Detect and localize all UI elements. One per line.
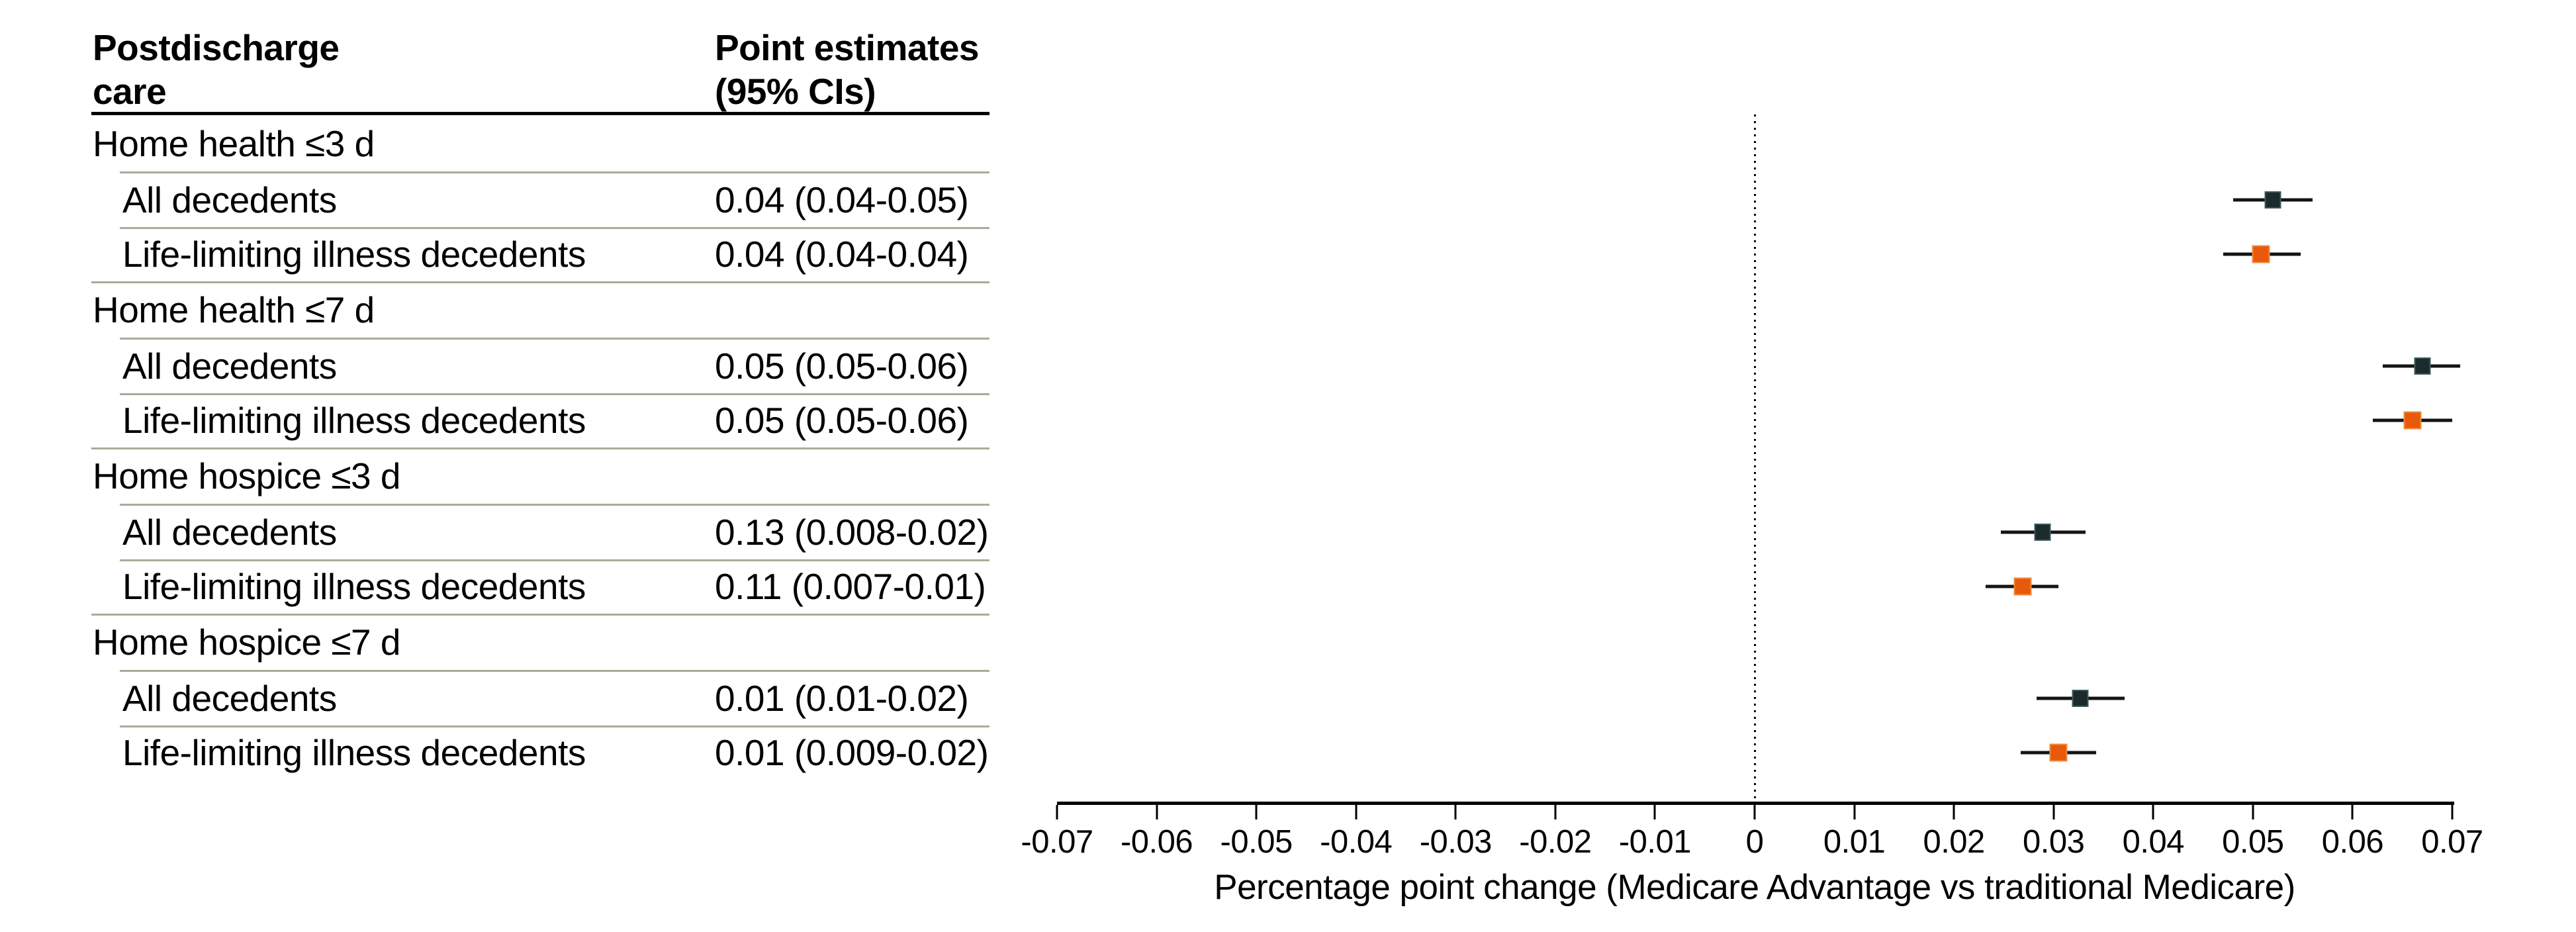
table-col1-header-line2: care <box>93 70 167 112</box>
row-estimate-value: 0.05 (0.05-0.06) <box>715 399 969 441</box>
row-label: All decedents <box>122 345 337 387</box>
x-axis-line <box>1057 802 2454 805</box>
x-axis-tick <box>2152 805 2154 819</box>
section-label: Home hospice ≤3 d <box>93 455 401 496</box>
section-divider <box>91 614 989 616</box>
x-axis-tick <box>2351 805 2354 819</box>
x-axis-tick <box>1953 805 1955 819</box>
row-estimate-value: 0.11 (0.007-0.01) <box>715 565 986 607</box>
row-divider <box>120 725 989 727</box>
x-axis-tick-label: 0.07 <box>2421 824 2483 860</box>
x-axis-tick-label: -0.07 <box>1021 824 1093 860</box>
point-estimate-marker <box>2252 245 2270 263</box>
point-estimate-marker <box>2034 524 2051 541</box>
x-axis-tick <box>1554 805 1557 819</box>
point-estimate-marker <box>2013 577 2032 596</box>
x-axis-tick <box>2451 805 2454 819</box>
x-axis-tick <box>1853 805 1856 819</box>
row-label: Life-limiting illness decedents <box>122 565 586 607</box>
row-divider <box>120 393 989 395</box>
zero-reference-line <box>1754 115 1756 802</box>
x-axis-tick-label: -0.02 <box>1519 824 1592 860</box>
section-divider <box>91 281 989 283</box>
x-axis-tick-label: -0.03 <box>1419 824 1493 860</box>
point-estimate-marker <box>2414 357 2431 375</box>
row-label: Life-limiting illness decedents <box>122 233 586 275</box>
x-axis-tick <box>1753 805 1756 819</box>
x-axis-tick-label: 0.01 <box>1823 824 1886 860</box>
point-estimate-marker <box>2072 690 2089 707</box>
table-col2-header-line2: (95% CIs) <box>715 70 876 112</box>
row-divider <box>120 670 989 672</box>
section-label: Home health ≤3 d <box>93 122 375 164</box>
point-estimate-marker <box>2264 191 2281 209</box>
point-estimate-marker <box>2049 743 2068 762</box>
x-axis-tick <box>1355 805 1357 819</box>
point-estimate-marker <box>2403 411 2422 430</box>
table-col1-header-line1: Postdischarge <box>93 26 340 68</box>
table-col2-header-line1: Point estimates <box>715 26 980 68</box>
row-divider <box>120 338 989 340</box>
row-estimate-value: 0.04 (0.04-0.04) <box>715 233 969 275</box>
x-axis-tick <box>1454 805 1457 819</box>
row-estimate-value: 0.05 (0.05-0.06) <box>715 345 969 387</box>
x-axis-title: Percentage point change (Medicare Advant… <box>1214 868 2295 907</box>
section-label: Home hospice ≤7 d <box>93 621 401 663</box>
section-label: Home health ≤7 d <box>93 289 375 330</box>
row-divider <box>120 171 989 173</box>
x-axis-tick-label: 0.06 <box>2321 824 2384 860</box>
x-axis-tick-label: 0 <box>1745 824 1764 860</box>
x-axis-tick <box>1056 805 1058 819</box>
row-estimate-value: 0.01 (0.01-0.02) <box>715 677 969 719</box>
x-axis-tick-label: -0.04 <box>1320 824 1393 860</box>
row-label: Life-limiting illness decedents <box>122 731 586 773</box>
x-axis-tick-label: 0.02 <box>1923 824 1985 860</box>
x-axis-tick <box>1255 805 1258 819</box>
row-estimate-value: 0.13 (0.008-0.02) <box>715 511 989 553</box>
x-axis-tick-label: -0.05 <box>1220 824 1293 860</box>
x-axis-tick-label: -0.06 <box>1120 824 1193 860</box>
row-divider <box>120 227 989 229</box>
x-axis-tick <box>1653 805 1656 819</box>
x-axis-tick-label: 0.05 <box>2222 824 2284 860</box>
x-axis-tick <box>1156 805 1158 819</box>
row-label: All decedents <box>122 511 337 553</box>
x-axis-tick <box>2052 805 2055 819</box>
row-divider <box>120 504 989 506</box>
row-label: All decedents <box>122 677 337 719</box>
section-divider <box>91 447 989 449</box>
row-label: All decedents <box>122 179 337 220</box>
row-label: Life-limiting illness decedents <box>122 399 586 441</box>
x-axis-tick-label: 0.04 <box>2122 824 2185 860</box>
row-divider <box>120 559 989 561</box>
x-axis-tick-label: -0.01 <box>1618 824 1692 860</box>
table-header-rule <box>91 112 989 115</box>
row-estimate-value: 0.04 (0.04-0.05) <box>715 179 969 220</box>
x-axis-tick <box>2252 805 2254 819</box>
row-estimate-value: 0.01 (0.009-0.02) <box>715 731 989 773</box>
x-axis-tick-label: 0.03 <box>2023 824 2085 860</box>
